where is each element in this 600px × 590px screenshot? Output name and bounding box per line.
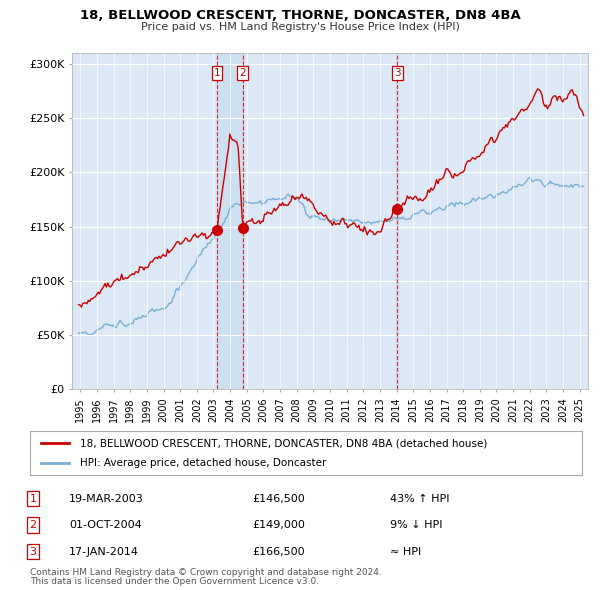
Text: 2: 2 — [239, 68, 246, 78]
Text: £149,000: £149,000 — [252, 520, 305, 530]
Text: 01-OCT-2004: 01-OCT-2004 — [69, 520, 142, 530]
Text: 3: 3 — [29, 547, 37, 556]
Text: 43% ↑ HPI: 43% ↑ HPI — [390, 494, 449, 503]
Text: 18, BELLWOOD CRESCENT, THORNE, DONCASTER, DN8 4BA (detached house): 18, BELLWOOD CRESCENT, THORNE, DONCASTER… — [80, 438, 487, 448]
Text: 3: 3 — [394, 68, 401, 78]
Text: HPI: Average price, detached house, Doncaster: HPI: Average price, detached house, Donc… — [80, 458, 326, 467]
Text: 1: 1 — [29, 494, 37, 503]
Text: Contains HM Land Registry data © Crown copyright and database right 2024.: Contains HM Land Registry data © Crown c… — [30, 568, 382, 577]
Text: This data is licensed under the Open Government Licence v3.0.: This data is licensed under the Open Gov… — [30, 577, 319, 586]
Text: 9% ↓ HPI: 9% ↓ HPI — [390, 520, 443, 530]
Text: 1: 1 — [214, 68, 220, 78]
Bar — [217, 53, 242, 389]
Text: £166,500: £166,500 — [252, 547, 305, 556]
Text: ≈ HPI: ≈ HPI — [390, 547, 421, 556]
Text: Price paid vs. HM Land Registry's House Price Index (HPI): Price paid vs. HM Land Registry's House … — [140, 22, 460, 32]
Text: £146,500: £146,500 — [252, 494, 305, 503]
Text: 2: 2 — [29, 520, 37, 530]
Text: 17-JAN-2014: 17-JAN-2014 — [69, 547, 139, 556]
Text: 18, BELLWOOD CRESCENT, THORNE, DONCASTER, DN8 4BA: 18, BELLWOOD CRESCENT, THORNE, DONCASTER… — [80, 9, 520, 22]
Bar — [397, 53, 398, 389]
Text: 19-MAR-2003: 19-MAR-2003 — [69, 494, 144, 503]
